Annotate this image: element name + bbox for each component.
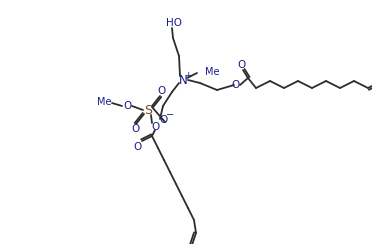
Text: −: − xyxy=(166,110,174,120)
Text: +: + xyxy=(184,71,192,81)
Text: O: O xyxy=(134,142,142,152)
Text: O: O xyxy=(160,115,168,125)
Text: O: O xyxy=(231,80,239,90)
Text: O: O xyxy=(238,60,246,70)
Text: S: S xyxy=(144,103,152,116)
Text: O: O xyxy=(123,101,131,111)
Text: Me: Me xyxy=(97,97,111,107)
Text: O: O xyxy=(157,86,165,96)
Text: HO: HO xyxy=(166,18,182,28)
Text: Me: Me xyxy=(205,67,219,77)
Text: O: O xyxy=(131,124,139,134)
Text: O: O xyxy=(151,122,159,132)
Text: N: N xyxy=(179,73,187,87)
